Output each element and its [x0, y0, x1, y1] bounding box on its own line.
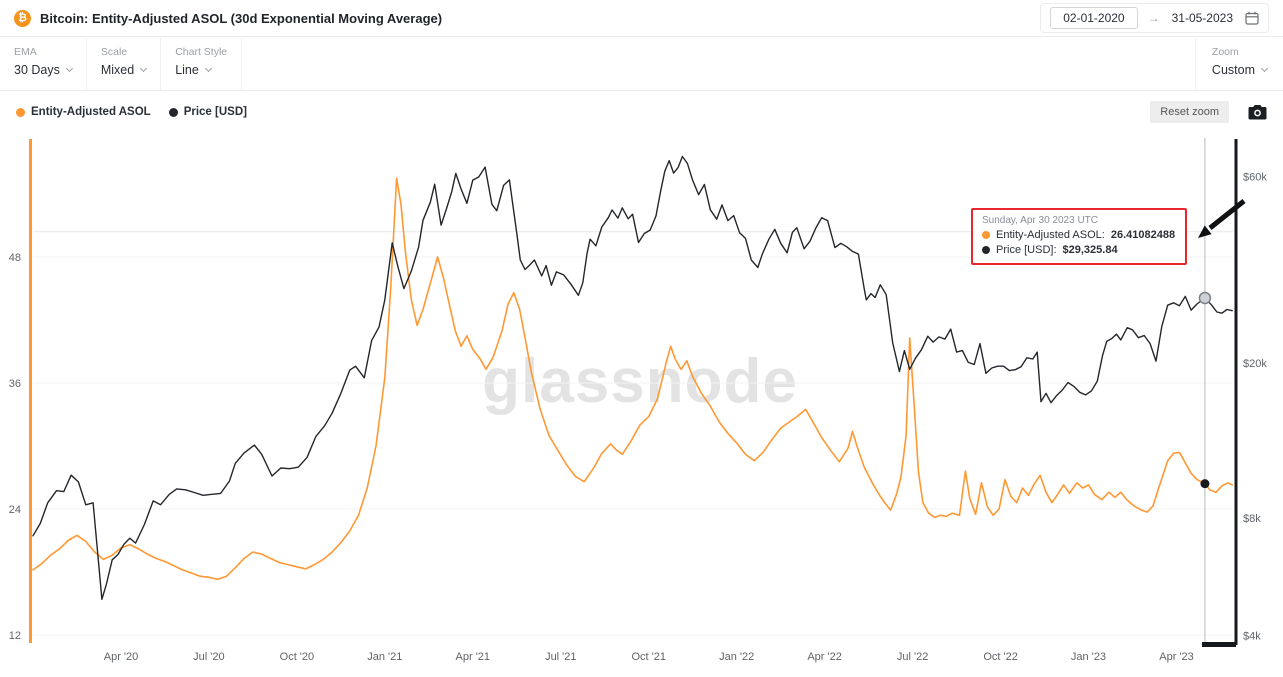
dropdown-value: 30 Days	[14, 63, 60, 77]
legend: Entity-Adjusted ASOL Price [USD]	[16, 106, 247, 118]
x-axis-tick-label: Apr '22	[807, 651, 842, 663]
tooltip-date: Sunday, Apr 30 2023 UTC	[982, 215, 1098, 226]
dropdown-label: Scale	[100, 46, 128, 58]
x-axis-tick-label: Jul '20	[193, 651, 224, 663]
y-right-tick-label: $20k	[1243, 358, 1267, 370]
glassnode-watermark: glassnode	[482, 347, 798, 416]
chevron-down-icon	[140, 64, 148, 73]
legend-label: Entity-Adjusted ASOL	[31, 106, 151, 118]
legend-item-asol[interactable]: Entity-Adjusted ASOL	[16, 106, 151, 118]
dropdown-label: Zoom	[1211, 46, 1239, 58]
chart-toolbar: EMA 30 Days Scale Mixed Chart Style Line	[0, 38, 1283, 91]
x-axis-tick-label: Jan '23	[1071, 651, 1106, 663]
x-axis-tick-label: Oct '22	[983, 651, 1018, 663]
y-right-tick-label: $4k	[1243, 630, 1261, 642]
chevron-down-icon	[1260, 64, 1269, 73]
x-axis-tick-label: Oct '20	[280, 651, 315, 663]
start-date-field[interactable]: 02-01-2020	[1050, 7, 1138, 29]
legend-row: Entity-Adjusted ASOL Price [USD] Reset z…	[0, 100, 1283, 124]
chart-style-dropdown[interactable]: Chart Style Line	[161, 38, 243, 90]
tooltip-row-price: Price [USD]: $29,325.84	[982, 244, 1176, 256]
legend-right-actions: Reset zoom	[1150, 101, 1267, 123]
tooltip-label: Entity-Adjusted ASOL:	[996, 229, 1105, 241]
chart-tooltip: Sunday, Apr 30 2023 UTC Entity-Adjusted …	[971, 208, 1187, 265]
x-axis-tick-label: Apr '23	[1159, 651, 1194, 663]
legend-item-price[interactable]: Price [USD]	[168, 106, 247, 118]
series-line-price	[32, 155, 1233, 600]
export-image-button[interactable]	[1248, 104, 1267, 120]
legend-label: Price [USD]	[183, 106, 247, 118]
scale-dropdown[interactable]: Scale Mixed	[87, 38, 162, 90]
x-axis-tick-label: Apr '21	[456, 651, 491, 663]
dropdown-label: Chart Style	[175, 46, 228, 58]
dropdown-value: Custom	[1211, 63, 1255, 77]
x-axis-tick-label: Jul '21	[545, 651, 576, 663]
x-axis-tick-label: Jan '21	[367, 651, 402, 663]
chevron-down-icon	[65, 64, 73, 73]
tooltip-row-asol: Entity-Adjusted ASOL: 26.41082488	[982, 229, 1176, 241]
series-line-asol	[32, 177, 1233, 581]
price-series-dot-icon	[982, 246, 990, 254]
dropdown-label: EMA	[14, 46, 37, 58]
zoom-dropdown[interactable]: Zoom Custom	[1194, 38, 1283, 90]
y-right-tick-label: $60k	[1243, 172, 1267, 184]
tooltip-label: Price [USD]:	[996, 244, 1057, 256]
y-left-tick-label: 48	[9, 252, 21, 264]
x-axis-tick-label: Oct '21	[631, 651, 666, 663]
chevron-down-icon	[204, 64, 212, 73]
asol-hover-marker	[1200, 479, 1210, 489]
end-date-field[interactable]: 31-05-2023	[1171, 11, 1233, 25]
asol-series-dot-icon	[982, 231, 990, 239]
y-left-tick-label: 36	[9, 378, 21, 390]
y-left-tick-label: 12	[9, 630, 21, 642]
y-left-tick-label: 24	[9, 504, 21, 516]
date-range-arrow-icon: →	[1147, 11, 1160, 25]
tooltip-value: $29,325.84	[1062, 244, 1118, 256]
y-right-tick-label: $8k	[1243, 513, 1261, 525]
annotation-arrow-icon	[1198, 199, 1246, 238]
calendar-icon[interactable]	[1245, 11, 1259, 25]
chart-header: ₿ Bitcoin: Entity-Adjusted ASOL (30d Exp…	[0, 0, 1283, 37]
chart-title-group: ₿ Bitcoin: Entity-Adjusted ASOL (30d Exp…	[14, 9, 443, 27]
bitcoin-icon: ₿	[14, 9, 31, 27]
dropdown-value: Line	[175, 63, 199, 77]
camera-icon	[1248, 105, 1267, 120]
price-series-dot-icon	[168, 107, 178, 117]
date-range-picker[interactable]: 02-01-2020 → 31-05-2023	[1040, 3, 1269, 33]
x-axis-tick-label: Jan '22	[719, 651, 754, 663]
x-axis-tick-label: Jul '22	[897, 651, 928, 663]
asol-series-dot-icon	[16, 107, 25, 117]
dropdown-value: Mixed	[100, 63, 135, 77]
zoom-range-bar[interactable]	[1202, 642, 1236, 647]
toolbar-left-controls: EMA 30 Days Scale Mixed Chart Style Line	[0, 38, 243, 90]
price-hover-marker	[1198, 291, 1212, 305]
ema-dropdown[interactable]: EMA 30 Days	[0, 38, 87, 90]
x-axis-tick-label: Apr '20	[104, 651, 139, 663]
tooltip-value: 26.41082488	[1110, 229, 1176, 241]
page-title: Bitcoin: Entity-Adjusted ASOL (30d Expon…	[40, 10, 443, 26]
reset-zoom-button[interactable]: Reset zoom	[1150, 101, 1229, 123]
